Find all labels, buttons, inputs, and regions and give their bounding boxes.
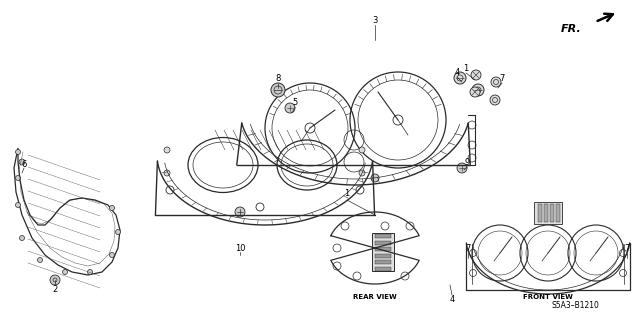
Circle shape xyxy=(472,84,484,96)
Bar xyxy=(544,204,548,222)
Text: S5A3–B1210: S5A3–B1210 xyxy=(551,301,599,310)
Text: 9: 9 xyxy=(465,157,470,166)
Circle shape xyxy=(88,269,93,275)
Text: 7: 7 xyxy=(624,244,630,252)
Circle shape xyxy=(15,149,20,155)
Circle shape xyxy=(457,163,467,173)
Bar xyxy=(375,253,391,258)
Circle shape xyxy=(50,275,60,285)
Circle shape xyxy=(471,70,481,80)
Text: 10: 10 xyxy=(235,244,245,252)
Circle shape xyxy=(115,229,120,235)
Text: FRONT VIEW: FRONT VIEW xyxy=(523,294,573,300)
Text: 7: 7 xyxy=(465,244,470,252)
Circle shape xyxy=(15,203,20,207)
Text: 6: 6 xyxy=(21,159,27,169)
Circle shape xyxy=(371,174,379,182)
Bar xyxy=(534,202,562,224)
Circle shape xyxy=(359,147,365,153)
Circle shape xyxy=(454,72,466,84)
Text: REAR VIEW: REAR VIEW xyxy=(353,294,397,300)
Text: FR.: FR. xyxy=(561,24,582,34)
Circle shape xyxy=(38,258,42,262)
Circle shape xyxy=(285,103,295,113)
Text: 1: 1 xyxy=(344,188,349,197)
Circle shape xyxy=(490,95,500,105)
Text: 3: 3 xyxy=(372,15,378,25)
Circle shape xyxy=(235,207,245,217)
Text: 8: 8 xyxy=(275,74,281,83)
Text: 7: 7 xyxy=(499,74,505,83)
Circle shape xyxy=(63,269,67,275)
Circle shape xyxy=(271,83,285,97)
Circle shape xyxy=(109,252,115,258)
Bar xyxy=(556,204,560,222)
Bar xyxy=(550,204,554,222)
Text: 5: 5 xyxy=(292,98,298,107)
Bar xyxy=(375,234,391,238)
Circle shape xyxy=(19,159,25,165)
Text: 4: 4 xyxy=(449,295,454,305)
Bar xyxy=(375,267,391,270)
Bar xyxy=(375,241,391,244)
Circle shape xyxy=(109,205,115,211)
Circle shape xyxy=(470,87,480,97)
Circle shape xyxy=(15,175,20,180)
Circle shape xyxy=(164,170,170,176)
Circle shape xyxy=(359,170,365,176)
Circle shape xyxy=(19,236,24,241)
Bar xyxy=(538,204,542,222)
Circle shape xyxy=(491,77,501,87)
Text: 1: 1 xyxy=(463,63,468,73)
Text: 2: 2 xyxy=(52,285,58,294)
Circle shape xyxy=(164,147,170,153)
Text: 4: 4 xyxy=(454,68,460,76)
Bar xyxy=(375,247,391,251)
Bar xyxy=(375,260,391,264)
Bar xyxy=(372,233,394,271)
